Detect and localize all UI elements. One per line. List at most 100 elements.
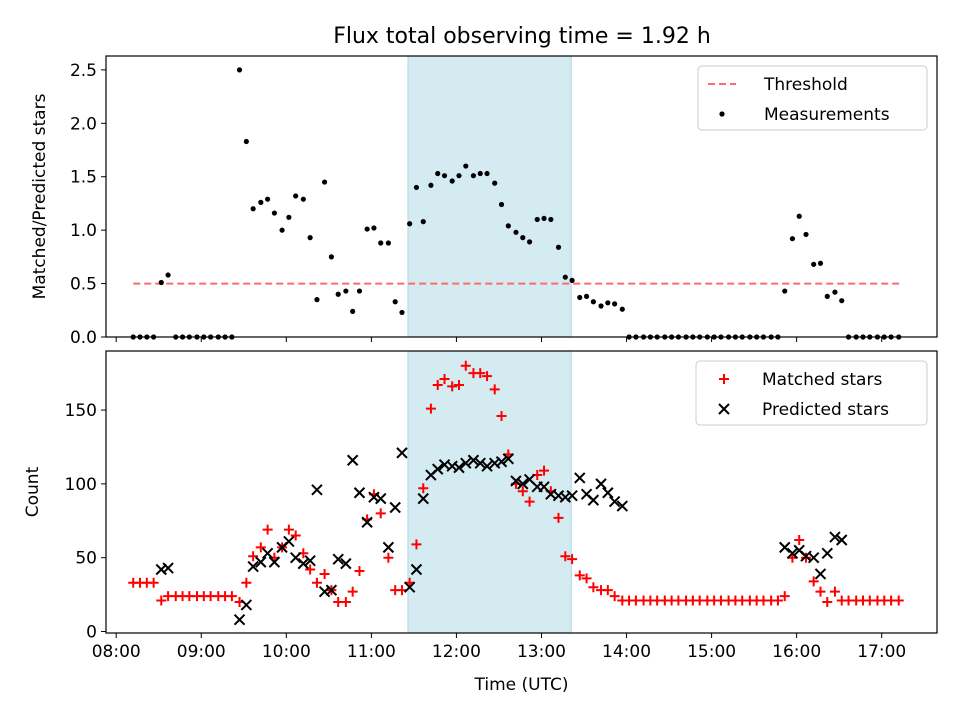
y-tick-label: 0.5 (70, 275, 97, 295)
measurement-point (824, 293, 830, 299)
y-tick-label: 2.0 (70, 114, 97, 134)
measurement-point (577, 294, 583, 301)
predicted-star-point (574, 472, 586, 484)
matched-star-point (283, 524, 294, 535)
measurement-point (541, 215, 547, 222)
legend: Matched stars Predicted stars (695, 360, 928, 426)
measurement-point (243, 138, 249, 145)
matched-star-point (425, 403, 436, 414)
x-tick-label: 15:00 (687, 642, 736, 662)
measurement-point (477, 170, 483, 177)
predicted-star-point (240, 599, 253, 611)
measurement-point (321, 179, 328, 185)
legend: Threshold Measurements (697, 65, 928, 131)
predicted-star-point (836, 534, 848, 546)
predicted-star-point (353, 487, 366, 499)
legend-predicted-swatch (718, 403, 730, 415)
legend-box (697, 65, 928, 131)
matched-star-point (383, 552, 394, 563)
measurement-point (293, 193, 299, 199)
predicted-star-point (495, 456, 508, 468)
predicted-star-point (325, 584, 338, 596)
matched-star-point (439, 374, 450, 385)
matched-star-point (893, 595, 904, 606)
predicted-star-point (566, 489, 578, 502)
observing-window-span (407, 350, 572, 634)
matched-star-point (524, 496, 535, 507)
y-axis-label: Count (23, 466, 43, 517)
measurement-point (605, 300, 611, 306)
predicted-star-point (340, 557, 352, 570)
predicted-star-point (779, 541, 791, 554)
predicted-star-point (247, 560, 259, 573)
predicted-star-point (304, 554, 316, 567)
matched-star-point (156, 595, 167, 606)
matched-star-point (539, 465, 550, 476)
predicted-star-point (403, 581, 416, 593)
predicted-star-point (261, 547, 274, 559)
matched-star-point (241, 577, 252, 588)
x-tick-label: 10:00 (262, 642, 311, 662)
matched-star-point (779, 591, 790, 602)
measurement-point (817, 260, 824, 266)
predicted-star-point (821, 547, 833, 559)
matched-star-point (602, 585, 613, 596)
legend-label: Threshold (763, 75, 848, 95)
x-tick-label: 12:00 (432, 642, 481, 662)
x-tick-label: 09:00 (177, 642, 226, 662)
matched-star-point (794, 534, 805, 545)
matched-star-point (453, 379, 464, 390)
measurement-point (619, 306, 625, 312)
predicted-star-point (389, 501, 401, 514)
measurement-point (555, 244, 562, 250)
matched-star-point (411, 539, 422, 550)
x-tick-label: 13:00 (517, 642, 566, 662)
y-tick-label: 1.0 (70, 221, 97, 241)
measurement-point (534, 216, 540, 223)
matched-star-point (460, 360, 471, 371)
measurement-point (463, 163, 469, 169)
series-measurements (130, 67, 902, 340)
measurement-point (420, 219, 426, 225)
matched-star-point (560, 551, 571, 562)
predicted-star-point (481, 460, 493, 472)
matched-star-point (475, 368, 486, 379)
measurement-point (350, 308, 356, 314)
measurement-point (456, 173, 462, 179)
matched-star-point (609, 591, 620, 602)
matched-star-point (447, 381, 458, 392)
predicted-star-point (616, 500, 628, 512)
measurement-point (378, 240, 384, 246)
y-tick-label: 100 (65, 475, 97, 495)
predicted-star-point (283, 535, 295, 548)
measurement-point (343, 288, 349, 294)
matched-star-point (432, 379, 443, 390)
measurement-point (307, 235, 313, 241)
matched-star-point (801, 552, 812, 563)
y-tick-label: 2.5 (70, 61, 97, 81)
matched-star-point (148, 577, 159, 588)
matched-star-point (347, 586, 358, 597)
predicted-star-point (396, 447, 408, 459)
measurement-point (286, 214, 292, 220)
measurement-point (583, 293, 590, 299)
predicted-star-point (595, 478, 607, 490)
measurement-point (492, 180, 498, 186)
matched-star-point (226, 591, 237, 602)
predicted-star-point (829, 531, 841, 543)
matched-star-point (496, 410, 507, 421)
measurement-point (498, 201, 505, 208)
predicted-star-point (453, 461, 465, 474)
y-tick-label: 0 (86, 623, 97, 643)
legend-label: Matched stars (762, 370, 882, 390)
x-tick-label: 08:00 (92, 642, 141, 662)
measurement-point (279, 227, 285, 233)
measurement-point (328, 254, 334, 260)
predicted-star-point (162, 562, 174, 574)
legend-label: Predicted stars (762, 400, 889, 420)
matched-star-point (581, 573, 592, 584)
measurement-point (356, 288, 363, 294)
matched-star-point (248, 551, 259, 562)
matched-star-point (255, 542, 266, 553)
measurement-point (803, 231, 809, 238)
